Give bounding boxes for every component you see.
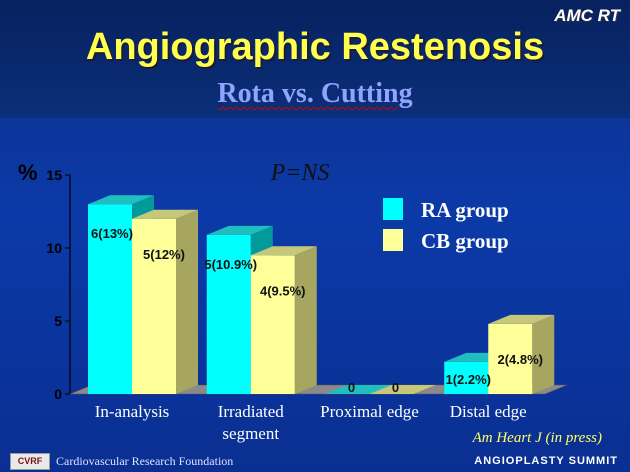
bar-side: [294, 246, 317, 394]
page-subtitle: Rota vs. Cutting: [217, 78, 413, 109]
citation: Am Heart J (in press): [472, 430, 602, 446]
legend-label: CB group: [421, 229, 509, 253]
bar: [444, 361, 489, 394]
header-band: [0, 0, 630, 118]
data-label: 1(2.2%): [445, 372, 491, 387]
x-category-label: Proximal edge: [320, 402, 419, 421]
x-category-label: In-analysis: [95, 402, 170, 421]
bar-side: [176, 209, 198, 394]
data-label: 5(10.9%): [204, 257, 257, 272]
bar-top: [206, 225, 273, 235]
bar-top: [369, 385, 436, 394]
bar: [250, 255, 295, 394]
page-title: Angiographic Restenosis: [85, 26, 545, 68]
bar: [132, 218, 176, 394]
bar-top: [488, 314, 555, 324]
y-axis-label: %: [18, 160, 38, 185]
data-label: 0: [348, 380, 355, 395]
legend-label: RA group: [421, 198, 509, 222]
p-value-annotation: P=NS: [270, 160, 330, 186]
x-category-label: Distal edge: [450, 402, 527, 421]
y-tick-label: 0: [54, 386, 62, 402]
y-tick-label: 15: [46, 167, 62, 183]
legend-swatch: [383, 198, 403, 220]
bar-top: [132, 209, 198, 219]
bar-side: [532, 314, 555, 394]
footer-organization: CVRF Cardiovascular Research Foundation: [10, 452, 233, 470]
data-label: 6(13%): [91, 226, 133, 241]
data-label: 2(4.8%): [497, 352, 543, 367]
data-label: 0: [392, 380, 399, 395]
legend-swatch: [383, 229, 403, 251]
bar: [206, 234, 251, 394]
bar-top: [88, 195, 154, 205]
organization-name: Cardiovascular Research Foundation: [56, 453, 234, 468]
brand-label: AMC RT: [554, 6, 620, 25]
bar: [88, 204, 132, 394]
x-category-label: segment: [222, 424, 279, 443]
event-name: ANGIOPLASTY SUMMIT: [474, 455, 618, 467]
bar-top: [250, 246, 317, 256]
y-tick-label: 5: [54, 313, 62, 329]
data-label: 5(12%): [143, 247, 185, 262]
y-tick-label: 10: [46, 240, 62, 256]
x-category-label: Irradiated: [218, 402, 285, 421]
cvrf-logo: CVRF: [10, 452, 50, 470]
bar: [488, 323, 533, 394]
data-label: 4(9.5%): [260, 283, 306, 298]
